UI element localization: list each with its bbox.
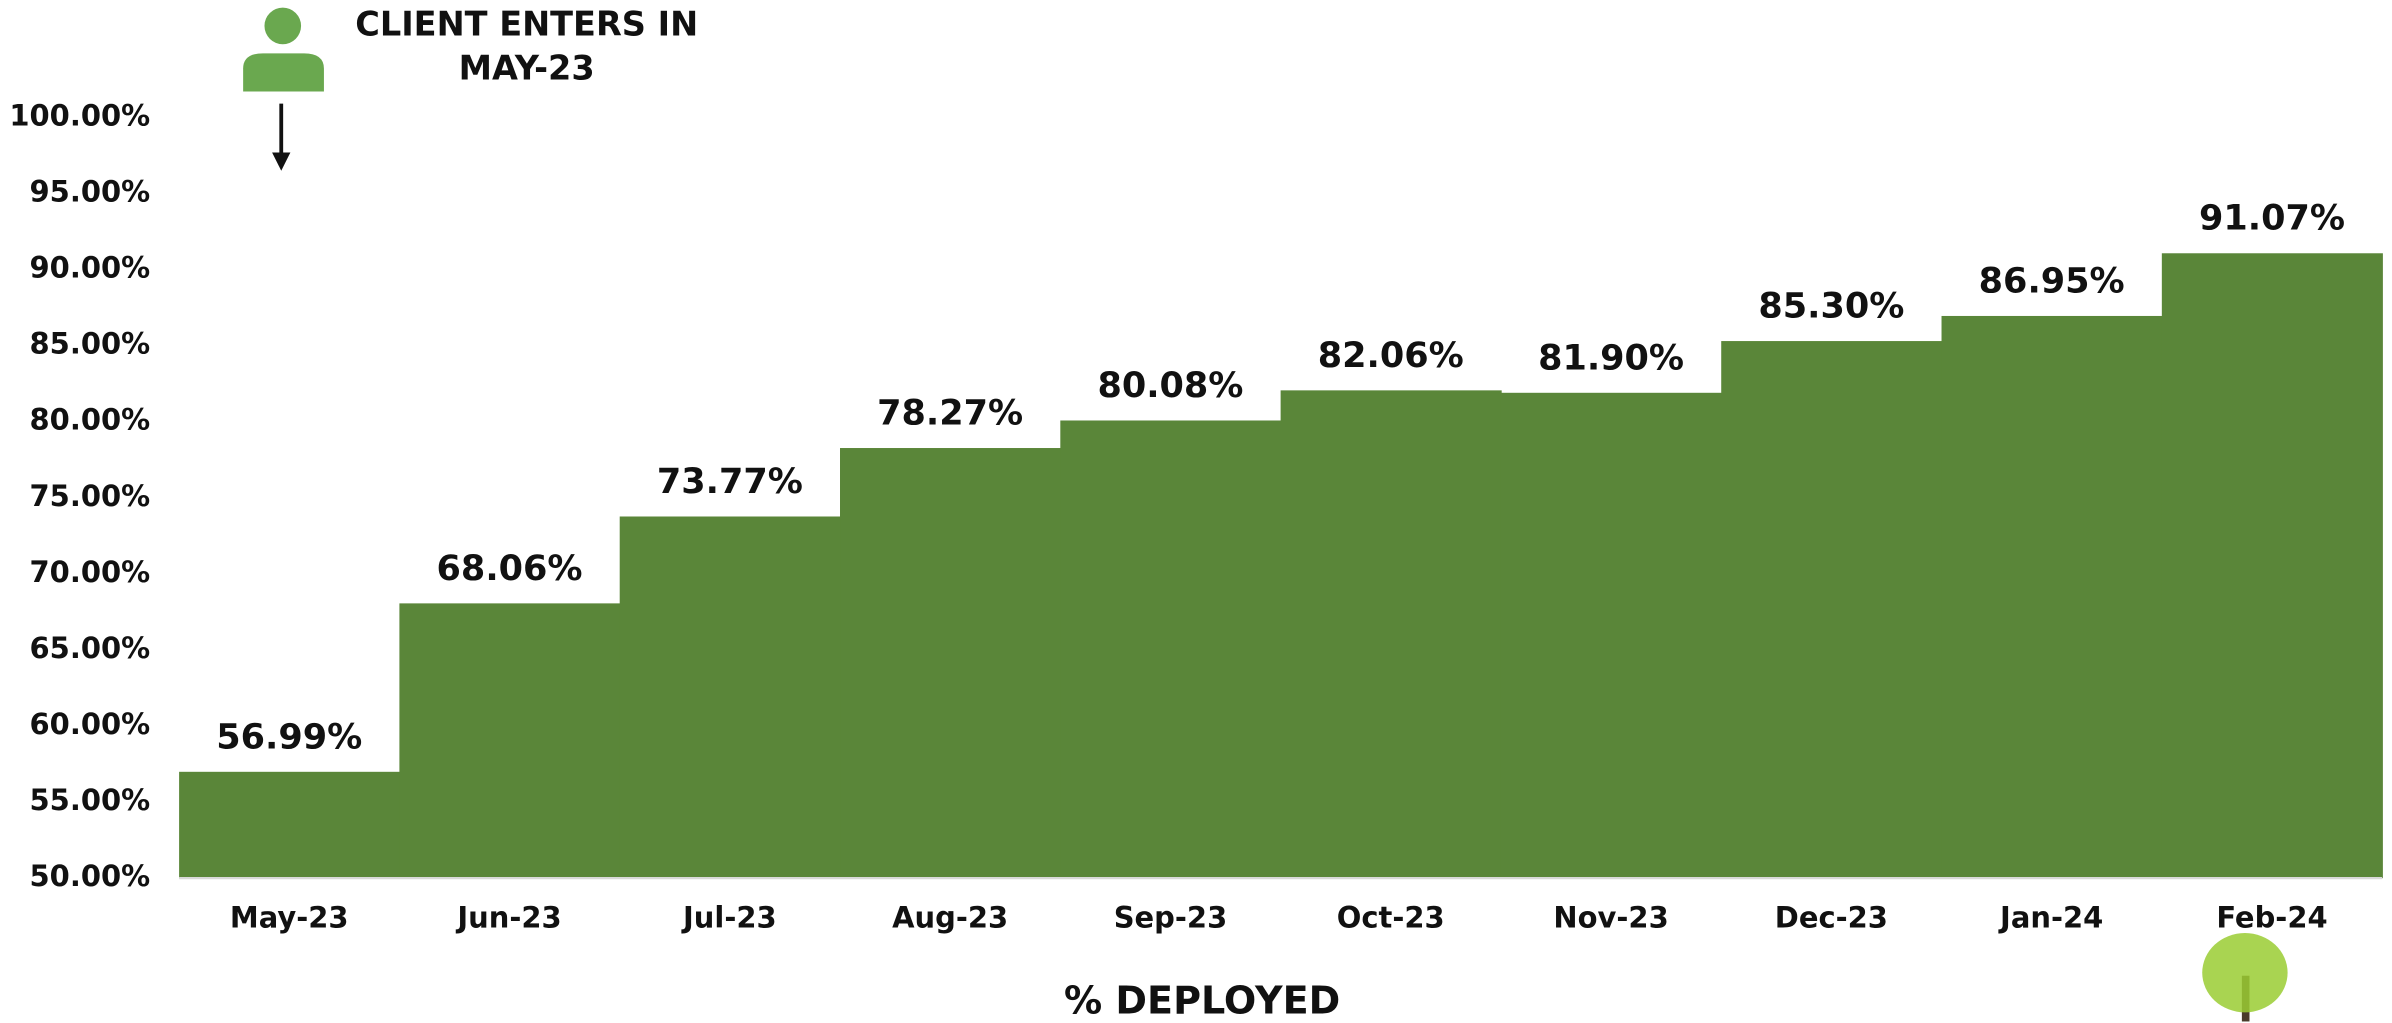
person-body [243, 53, 324, 92]
tree-logo [2202, 933, 2288, 1022]
x-axis-title: % DEPLOYED [1064, 979, 1340, 1023]
data-label: 56.99% [216, 716, 362, 757]
data-label: 78.27% [877, 392, 1023, 433]
data-label: 86.95% [1979, 260, 2125, 301]
tree-crown [2202, 933, 2288, 1013]
y-tick-label: 90.00% [30, 251, 151, 285]
bar [399, 603, 621, 879]
bar [179, 771, 401, 879]
data-label: 68.06% [437, 548, 583, 589]
data-label: 85.30% [1758, 286, 1904, 327]
x-tick-label: Aug-23 [892, 900, 1008, 934]
x-tick-label: Nov-23 [1553, 900, 1668, 934]
y-tick-label: 55.00% [30, 783, 151, 817]
data-label: 73.77% [657, 461, 803, 502]
bar [1721, 341, 1943, 879]
y-tick-label: 100.00% [9, 98, 150, 132]
bar [1280, 390, 1502, 879]
x-tick-label: Jan-24 [1998, 900, 2103, 934]
bar [840, 448, 1062, 879]
x-tick-label: Jul-23 [681, 900, 777, 934]
data-label: 80.08% [1097, 365, 1243, 406]
y-tick-label: 65.00% [30, 631, 151, 665]
bar [619, 516, 841, 879]
y-tick-label: 60.00% [30, 707, 151, 741]
bar [1500, 392, 1722, 879]
person-head [264, 7, 302, 45]
annotation-line: CLIENT ENTERS IN [355, 4, 698, 43]
x-tick-label: Dec-23 [1775, 900, 1888, 934]
data-label: 82.06% [1318, 335, 1464, 376]
bar [2161, 253, 2383, 879]
y-tick-label: 80.00% [30, 403, 151, 437]
y-tick-label: 85.00% [30, 327, 151, 361]
y-tick-label: 75.00% [30, 479, 151, 513]
x-tick-label: Jun-23 [455, 900, 561, 934]
y-tick-label: 50.00% [30, 859, 151, 893]
y-tick-label: 95.00% [30, 174, 151, 208]
annotation-line: MAY-23 [459, 49, 595, 88]
arrow-head [272, 152, 291, 171]
x-tick-label: Sep-23 [1114, 900, 1228, 934]
bar [1060, 420, 1282, 879]
y-tick-label: 70.00% [30, 555, 151, 589]
x-tick-label: Feb-24 [2216, 900, 2327, 934]
data-label: 91.07% [2199, 198, 2345, 239]
data-label: 81.90% [1538, 337, 1684, 378]
bar [1941, 315, 2163, 879]
x-tick-label: Oct-23 [1337, 900, 1445, 934]
x-tick-label: May-23 [230, 900, 349, 934]
client-icon [243, 7, 324, 171]
